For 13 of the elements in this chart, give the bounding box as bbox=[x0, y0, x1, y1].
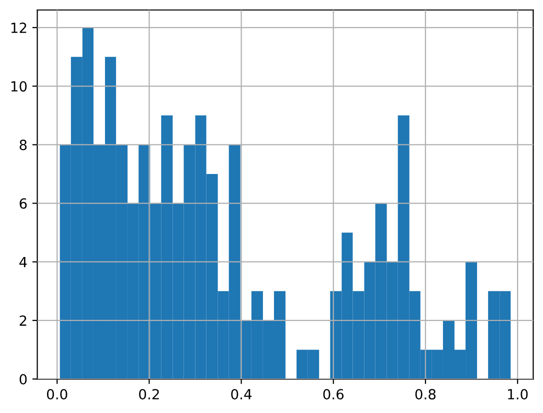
x-tick-label: 0.4 bbox=[231, 388, 252, 400]
x-tick-label: 0.6 bbox=[323, 388, 344, 400]
x-tick-label: 0.2 bbox=[139, 388, 159, 400]
y-tick-label: 6 bbox=[20, 198, 27, 209]
y-tick-label: 2 bbox=[20, 315, 26, 326]
y-tick-label: 0 bbox=[20, 374, 27, 384]
y-tick-label: 8 bbox=[20, 140, 27, 150]
x-tick-label: 0.0 bbox=[46, 388, 68, 400]
x-tick-label: 0.8 bbox=[415, 388, 436, 400]
y-tick-label: 10 bbox=[11, 81, 27, 92]
y-tick-label: 4 bbox=[19, 257, 27, 268]
y-tick-label: 12 bbox=[11, 22, 26, 33]
x-tick-label: 1.0 bbox=[508, 388, 528, 400]
